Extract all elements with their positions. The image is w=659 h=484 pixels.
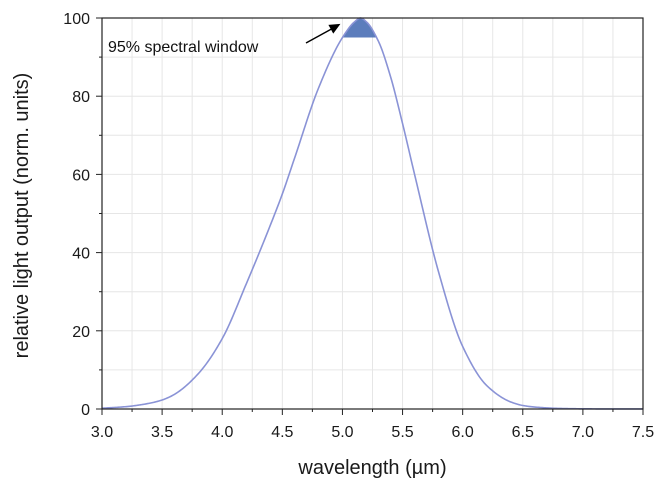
x-tick-label: 4.5 xyxy=(271,424,293,441)
grid xyxy=(101,17,644,410)
x-tick-label: 7.0 xyxy=(572,424,594,441)
x-tick-labels: 3.0 3.5 4.0 4.5 5.0 5.5 6.0 6.5 7.0 7.5 xyxy=(91,424,654,441)
x-tick-label: 6.0 xyxy=(452,424,474,441)
x-axis-label: wavelength (µm) xyxy=(297,457,446,479)
y-tick-label: 0 xyxy=(81,402,90,419)
x-tick-label: 6.5 xyxy=(512,424,534,441)
x-tick-label: 7.5 xyxy=(632,424,654,441)
y-tick-label: 20 xyxy=(72,324,90,341)
x-tick-label: 5.0 xyxy=(331,424,353,441)
y-axis-label: relative light output (norm. units) xyxy=(11,73,33,359)
x-tick-label: 5.5 xyxy=(391,424,413,441)
annotation-arrow xyxy=(305,23,341,44)
x-tick-label: 4.0 xyxy=(211,424,233,441)
y-tick-label: 40 xyxy=(72,246,90,263)
spectral-curve xyxy=(101,17,643,410)
y-tick-labels: 0 20 40 60 80 100 xyxy=(63,11,90,419)
y-tick-label: 100 xyxy=(63,11,90,28)
y-tick-label: 80 xyxy=(72,89,90,106)
annotation-text: 95% spectral window xyxy=(108,39,259,56)
x-tick-label: 3.0 xyxy=(91,424,113,441)
axis-ticks xyxy=(96,17,644,415)
spectral-window-fill xyxy=(342,18,377,38)
y-tick-label: 60 xyxy=(72,167,90,184)
annotation-arrow-head xyxy=(328,23,341,34)
annotation-arrow-line xyxy=(305,26,335,44)
x-tick-label: 3.5 xyxy=(151,424,173,441)
